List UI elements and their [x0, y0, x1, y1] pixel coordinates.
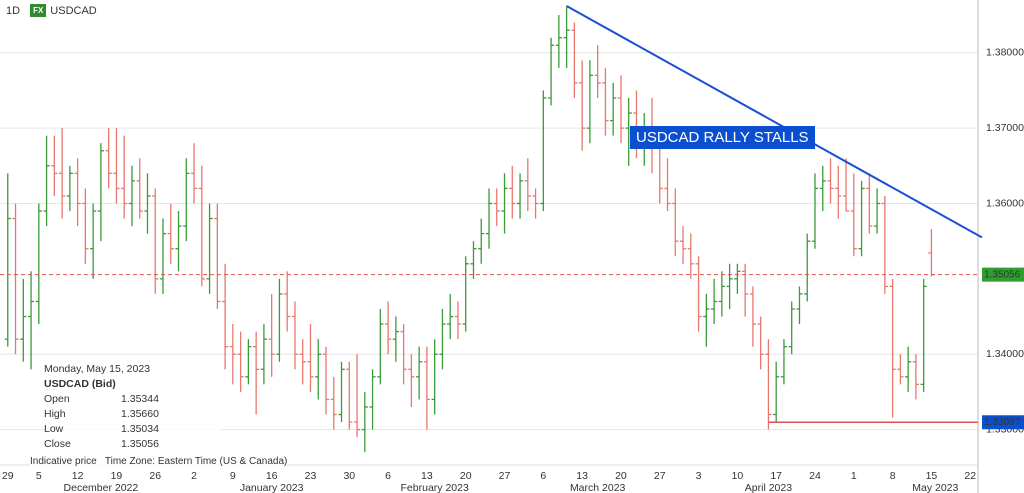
annotation: USDCAD RALLY STALLS	[630, 126, 815, 149]
support-label: 1.33097	[984, 417, 1021, 428]
info-label: Open	[44, 393, 70, 405]
x-tick-label: 17	[770, 470, 782, 482]
info-label: High	[44, 408, 66, 420]
month-label: December 2022	[64, 482, 139, 493]
x-tick-label: 27	[499, 470, 511, 482]
market-badge: FX	[30, 4, 47, 17]
last-price-label: 1.35056	[984, 269, 1021, 280]
x-tick-label: 19	[111, 470, 123, 482]
x-tick-label: 3	[696, 470, 702, 482]
x-tick-label: 16	[266, 470, 278, 482]
info-label: Close	[44, 438, 71, 450]
y-tick-label: 1.34000	[986, 348, 1024, 360]
x-tick-label: 13	[576, 470, 588, 482]
info-row: Open 1.35344	[44, 392, 220, 407]
last-price-box	[982, 267, 1024, 282]
x-tick-label: 27	[654, 470, 666, 482]
info-value: 1.35344	[121, 393, 159, 405]
x-tick-label: 5	[36, 470, 42, 482]
header: 1D FX USDCAD	[6, 4, 97, 17]
info-row: High 1.35660	[44, 407, 220, 422]
support-box	[982, 415, 1024, 430]
info-instrument: USDCAD (Bid)	[44, 378, 116, 390]
y-tick-label: 1.36000	[986, 197, 1024, 209]
x-tick-label: 13	[421, 470, 433, 482]
month-label: January 2023	[240, 482, 304, 493]
x-tick-label: 8	[890, 470, 896, 482]
month-label: February 2023	[401, 482, 469, 493]
x-tick-label: 9	[230, 470, 236, 482]
x-tick-label: 20	[460, 470, 472, 482]
x-tick-label: 1	[851, 470, 857, 482]
trendline	[566, 5, 983, 239]
footnote: Indicative price Time Zone: Eastern Time…	[30, 456, 288, 467]
x-tick-label: 15	[926, 470, 938, 482]
interval[interactable]: 1D	[6, 4, 21, 17]
info-row: Close 1.35056	[44, 437, 220, 452]
symbol: FX USDCAD	[30, 4, 97, 17]
x-tick-label: 29	[2, 470, 14, 482]
info-panel: Monday, May 15, 2023 USDCAD (Bid) Open 1.…	[44, 362, 220, 452]
month-label: March 2023	[570, 482, 626, 493]
info-label: Low	[44, 423, 64, 435]
x-tick-label: 20	[615, 470, 627, 482]
info-date: Monday, May 15, 2023	[44, 363, 151, 375]
x-tick-label: 30	[343, 470, 355, 482]
info-value: 1.35034	[121, 423, 159, 435]
y-tick-label: 1.38000	[986, 47, 1024, 59]
x-tick-label: 6	[540, 470, 546, 482]
info-row: Low 1.35034	[44, 422, 220, 437]
x-tick-label: 6	[385, 470, 391, 482]
info-value: 1.35660	[121, 408, 159, 420]
x-tick-label: 26	[149, 470, 161, 482]
month-label: May 2023	[912, 482, 958, 493]
symbol-name: USDCAD	[50, 4, 97, 17]
x-tick-label: 2	[191, 470, 197, 482]
x-tick-label: 22	[964, 470, 976, 482]
y-tick-label: 1.37000	[986, 122, 1024, 134]
x-tick-label: 24	[809, 470, 821, 482]
x-tick-label: 23	[305, 470, 317, 482]
x-tick-label: 10	[732, 470, 744, 482]
x-tick-label: 12	[72, 470, 84, 482]
month-label: April 2023	[745, 482, 792, 493]
info-value: 1.35056	[121, 438, 159, 450]
